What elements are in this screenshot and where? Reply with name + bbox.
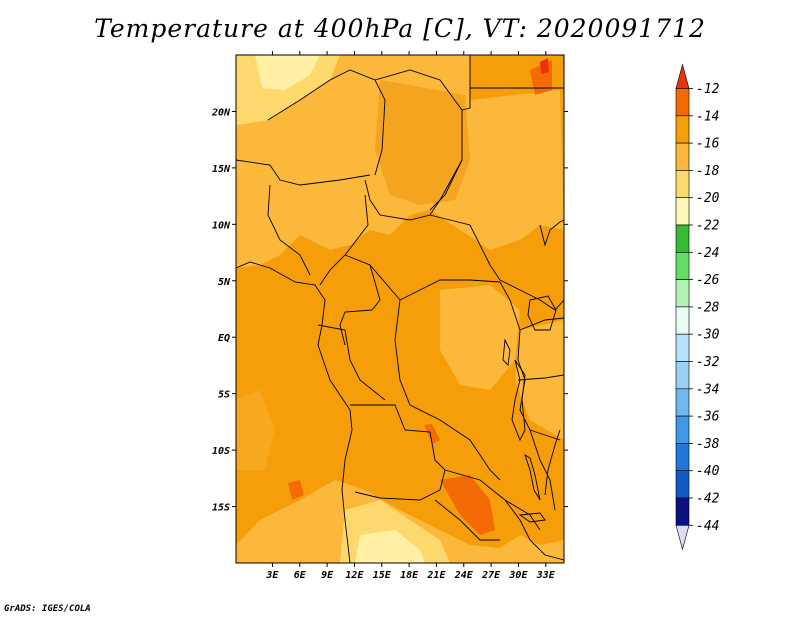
lat-tick-label: 20N (211, 107, 231, 118)
field-west-patch (236, 390, 275, 470)
colorbar-swatch (675, 333, 690, 362)
colorbar-swatch (675, 197, 690, 226)
colorbar-swatch (675, 415, 690, 444)
colorbar-label: -20 (696, 191, 720, 206)
colorbar-label: -16 (696, 137, 720, 152)
colorbar-swatch (675, 142, 690, 171)
field-warm-zambia (440, 475, 495, 535)
lon-tick-label: 12E (345, 570, 364, 581)
colorbar: -12 -14 -16 -18 -20 -22 -24 -26 -28 -30 -32 -34 -36 -… (675, 63, 720, 551)
axis-ticks: 3E 6E 9E 12E 15E 18E 21E 24E 27E 30E 33E 20N 15N 10N 5… (211, 51, 568, 581)
field-warm-drc (424, 424, 440, 444)
colorbar-label: -36 (696, 410, 720, 425)
credit-text: GrADS: IGES/COLA (4, 604, 91, 614)
colorbar-swatch (675, 88, 690, 117)
colorbar-label: -22 (696, 219, 720, 234)
colorbar-swatch (675, 388, 690, 417)
colorbar-label: -14 (696, 109, 719, 124)
colorbar-label: -24 (696, 246, 719, 261)
colorbar-swatch (675, 361, 690, 390)
lon-tick-label: 6E (294, 570, 307, 581)
lon-tick-label: 24E (454, 570, 474, 581)
colorbar-swatch (675, 306, 690, 335)
field-east-patch (515, 320, 564, 440)
colorbar-swatch (675, 470, 690, 499)
colorbar-label: -18 (696, 164, 720, 179)
colorbar-swatch (675, 224, 690, 253)
colorbar-top-arrow (675, 63, 690, 89)
lon-tick-label: 27E (481, 570, 501, 581)
lon-tick-label: 30E (508, 570, 528, 581)
lon-tick-label: 21E (426, 570, 446, 581)
lat-tick-label: 10S (212, 446, 230, 457)
colorbar-swatch (675, 497, 690, 526)
lat-tick-label: 15S (212, 503, 230, 514)
colorbar-label: -28 (696, 300, 720, 315)
field-sahel-patch (375, 80, 470, 205)
lat-tick-label: EQ (218, 333, 230, 344)
field-congo-patch (440, 285, 520, 390)
colorbar-label: -32 (696, 355, 720, 370)
lon-tick-label: 3E (265, 570, 279, 581)
field-hot-north-east (540, 58, 549, 74)
temperature-field (236, 55, 564, 563)
lat-tick-label: 10N (212, 220, 231, 231)
colorbar-label: -44 (696, 519, 719, 534)
colorbar-swatch (675, 252, 690, 280)
country-borders (236, 55, 564, 563)
colorbar-label: -42 (696, 492, 720, 507)
lon-tick-label: 9E (321, 570, 334, 581)
colorbar-bottom-arrow (675, 524, 690, 551)
field-sahara-coldest (255, 55, 320, 90)
lat-tick-label: 15N (212, 164, 231, 175)
colorbar-label: -26 (696, 273, 720, 288)
colorbar-swatch (675, 170, 690, 198)
colorbar-label: -40 (696, 464, 720, 479)
lon-tick-label: 15E (373, 570, 392, 581)
colorbar-swatch (675, 115, 690, 144)
field-south-coldest (355, 530, 425, 563)
colorbar-label: -30 (696, 328, 720, 343)
lon-tick-label: 33E (536, 570, 556, 581)
colorbar-label: -34 (696, 382, 719, 397)
lon-tick-label: 18E (400, 570, 419, 581)
colorbar-swatch (675, 443, 690, 471)
lat-tick-label: 5N (218, 277, 231, 288)
map-title: Temperature at 400hPa [C], VT: 202009171… (94, 14, 706, 43)
colorbar-label: -38 (696, 437, 720, 452)
field-warm-atlantic (288, 480, 304, 500)
colorbar-label: -12 (696, 82, 720, 97)
map-frame (235, 54, 565, 564)
colorbar-swatch (675, 279, 690, 308)
lat-tick-label: 5S (218, 390, 230, 401)
